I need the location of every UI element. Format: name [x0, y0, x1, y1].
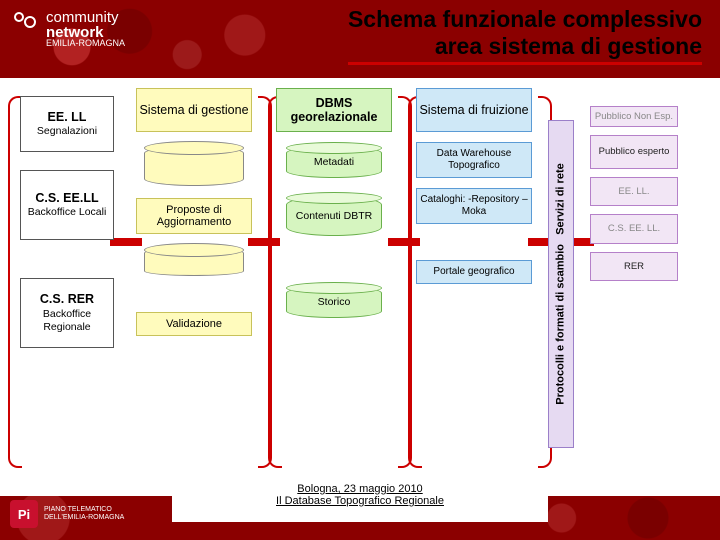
- actor-box: C.S. EE.LL Backoffice Locali: [20, 170, 114, 240]
- col3-label: Storico: [276, 282, 392, 322]
- actor-sub: Backoffice Regionale: [23, 308, 111, 334]
- col4-item: Cataloghi: -Repository – Moka: [416, 188, 532, 224]
- col3-label: Contenuti DBTR: [276, 192, 392, 240]
- logo-subtitle: EMILIA-ROMAGNA: [46, 38, 125, 48]
- col3-header: DBMS georelazionale: [276, 88, 392, 132]
- cylinder-item: Storico: [276, 282, 392, 322]
- user-box: Pubblico esperto: [590, 135, 678, 168]
- piter-icon: Pi: [10, 500, 38, 528]
- footer-line2: Il Database Topografico Regionale: [172, 495, 548, 507]
- vbar-text: Protocolli e formati di scambio Servizi …: [555, 163, 567, 404]
- col4-header: Sistema di fruizione: [416, 88, 532, 132]
- footer-logo: Pi PIANO TELEMATICO DELL'EMILIA-ROMAGNA: [10, 500, 124, 528]
- actor-box: EE. LL Segnalazioni: [20, 96, 114, 152]
- actor-title: C.S. EE.LL: [35, 191, 98, 207]
- cylinder-item: Contenuti DBTR: [276, 192, 392, 240]
- footer-line1: Bologna, 23 maggio 2010: [172, 483, 548, 495]
- diagram: EE. LL Segnalazioni C.S. EE.LL Backoffic…: [8, 88, 712, 488]
- col4-item: Portale geografico: [416, 260, 532, 284]
- page-title: Schema funzionale complessivo area siste…: [348, 6, 702, 65]
- footer: Bologna, 23 maggio 2010 Il Database Topo…: [0, 496, 720, 540]
- cylinder-icon: [136, 140, 252, 192]
- user-box: C.S. EE. LL.: [590, 214, 678, 243]
- col2-item: Proposte di Aggiornamento: [136, 198, 252, 234]
- actor-title: C.S. RER: [40, 292, 94, 308]
- title-line2: area sistema di gestione: [348, 33, 702, 60]
- title-underline: [348, 62, 702, 65]
- column-gestione: Sistema di gestione Proposte di Aggiorna…: [136, 88, 252, 488]
- user-box: RER: [590, 252, 678, 281]
- actor-sub: Backoffice Locali: [28, 206, 107, 219]
- network-icon: [14, 10, 40, 36]
- actor-box: C.S. RER Backoffice Regionale: [20, 278, 114, 348]
- vertical-services-bar: Protocolli e formati di scambio Servizi …: [548, 120, 574, 448]
- col2-item: Validazione: [136, 312, 252, 336]
- logo: communitynetwork EMILIA-ROMAGNA: [0, 0, 125, 48]
- cylinder-icon: [136, 242, 252, 282]
- col4-item: Data Warehouse Topografico: [416, 142, 532, 178]
- footer-sub1: PIANO TELEMATICO: [44, 506, 124, 514]
- column-users: Pubblico Non Esp. Pubblico esperto EE. L…: [590, 106, 678, 488]
- user-box: EE. LL.: [590, 177, 678, 206]
- actor-title: EE. LL: [48, 110, 87, 126]
- column-fruizione: Sistema di fruizione Data Warehouse Topo…: [416, 88, 532, 488]
- column-dbms: DBMS georelazionale Metadati Contenuti D…: [276, 88, 392, 488]
- user-box: Pubblico Non Esp.: [590, 106, 678, 127]
- col3-label: Metadati: [276, 142, 392, 182]
- footer-sub2: DELL'EMILIA-ROMAGNA: [44, 514, 124, 522]
- footer-caption: Bologna, 23 maggio 2010 Il Database Topo…: [172, 482, 548, 522]
- header: communitynetwork EMILIA-ROMAGNA Schema f…: [0, 0, 720, 78]
- title-line1: Schema funzionale complessivo: [348, 6, 702, 33]
- cylinder-item: Metadati: [276, 142, 392, 182]
- actor-sub: Segnalazioni: [37, 125, 97, 138]
- col2-header: Sistema di gestione: [136, 88, 252, 132]
- column-actors: EE. LL Segnalazioni C.S. EE.LL Backoffic…: [20, 88, 114, 488]
